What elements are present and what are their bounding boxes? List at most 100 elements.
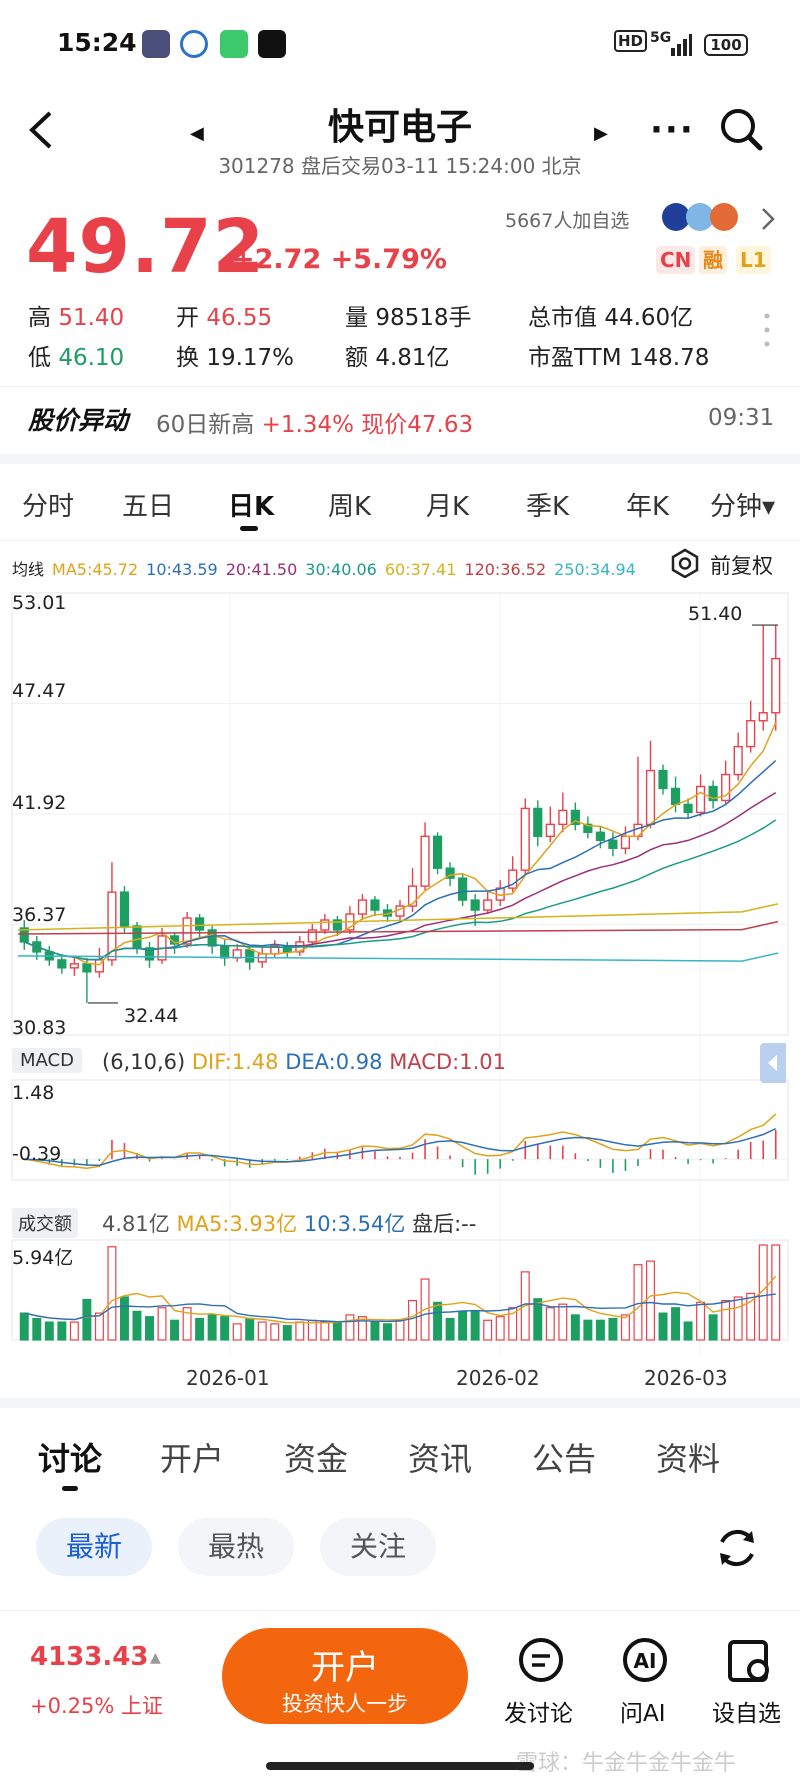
tab-rik[interactable]: 日K (228, 492, 275, 522)
back-icon[interactable] (28, 110, 54, 150)
volume-bar (145, 1316, 154, 1341)
tab-underline (240, 526, 258, 531)
home-indicator[interactable] (266, 1762, 534, 1770)
discuss-label[interactable]: 发讨论 (504, 1701, 573, 1727)
filter-following[interactable]: 关注 (320, 1518, 436, 1576)
candle-body (721, 773, 731, 802)
volume-axis-top: 5.94亿 (12, 1247, 74, 1269)
follower-avatars[interactable] (660, 200, 740, 234)
candle-body (320, 919, 330, 931)
settings-hex-icon[interactable] (670, 548, 700, 579)
volume-bar (558, 1303, 568, 1341)
volume-bar (182, 1307, 192, 1341)
kline-chart[interactable] (0, 585, 800, 1365)
tab-profile[interactable]: 资料 (656, 1440, 721, 1478)
search-icon[interactable] (718, 106, 764, 152)
candle-body (658, 769, 668, 790)
ma60-line (17, 903, 779, 931)
volume-bar (345, 1314, 355, 1341)
date-label-mar: 2026-03 (644, 1366, 728, 1390)
candle-body (19, 927, 29, 943)
status-time: 15:24 (57, 28, 137, 57)
candle-body (220, 945, 230, 959)
volume-label[interactable]: 成交额 (12, 1208, 78, 1238)
side-panel-handle[interactable] (760, 1043, 786, 1083)
refresh-icon[interactable] (714, 1525, 760, 1571)
tab-niank[interactable]: 年K (626, 492, 670, 522)
battery-indicator: 100 (704, 34, 748, 56)
volume-bar (646, 1260, 655, 1341)
tab-funds[interactable]: 资金 (284, 1440, 349, 1478)
watchlist-settings-icon[interactable] (724, 1636, 776, 1688)
macd-label[interactable]: MACD (12, 1048, 82, 1073)
volume-bar (57, 1321, 67, 1341)
ai-icon[interactable]: AI (619, 1636, 671, 1688)
index-value[interactable]: 4133.43 (30, 1642, 149, 1672)
volume-ma5-line (24, 1275, 777, 1324)
discuss-icon[interactable] (515, 1636, 567, 1688)
vertical-dots-icon[interactable] (764, 312, 770, 352)
open-account-sublabel: 投资快人一步 (282, 1692, 408, 1716)
volume-bar (608, 1317, 618, 1341)
macd-axis-bottom: -0.39 (12, 1143, 62, 1165)
more-icon[interactable]: ··· (650, 110, 695, 150)
section-tab-underline (62, 1486, 78, 1491)
date-label-jan: 2026-01 (186, 1366, 270, 1390)
candle-body (608, 839, 618, 849)
watchlist-settings-label[interactable]: 设自选 (712, 1701, 781, 1727)
tab-fenshi[interactable]: 分时 (22, 492, 75, 522)
volume-bar (708, 1314, 718, 1341)
candle-body (620, 835, 631, 849)
filter-hottest[interactable]: 最热 (178, 1518, 294, 1576)
volume-bar (583, 1319, 593, 1341)
volume-bar (620, 1314, 630, 1341)
ma-legend[interactable]: 均线 MA5:45.72 10:43.59 20:41.50 30:40.06 60:37… (12, 556, 644, 580)
filter-latest[interactable]: 最新 (36, 1518, 152, 1576)
candle-body (458, 877, 468, 901)
tab-zhouk[interactable]: 周K (328, 492, 372, 522)
volume-bar (483, 1319, 493, 1341)
candle-body (107, 891, 117, 961)
page-title: 快可电子 (327, 107, 472, 148)
macd-params: (6,10,6) DIF:1.48 DEA:0.98 MACD:1.01 (102, 1050, 506, 1074)
volume-bar (570, 1314, 580, 1341)
candle-body (558, 809, 568, 826)
adjust-mode[interactable]: 前复权 (710, 554, 773, 578)
chevron-right-icon[interactable] (760, 206, 776, 236)
price-axis-3: 41.92 (12, 792, 67, 814)
volume-bar (32, 1317, 42, 1341)
tab-fenzhong[interactable]: 分钟▾ (710, 492, 776, 522)
prev-stock-icon[interactable]: ◀ (190, 123, 204, 144)
anomaly-bar[interactable] (0, 386, 800, 448)
candle-body (645, 769, 656, 826)
volume-bar (44, 1321, 54, 1341)
candle-body (119, 891, 130, 927)
tag-margin[interactable]: 融 (699, 246, 727, 274)
ai-label[interactable]: 问AI (620, 1701, 666, 1727)
dif-line (24, 1113, 777, 1170)
tab-discussion[interactable]: 讨论 (38, 1440, 103, 1478)
tab-news[interactable]: 资讯 (408, 1440, 473, 1478)
tab-announcements[interactable]: 公告 (532, 1440, 597, 1478)
open-account-button[interactable]: 开户 投资快人一步 (222, 1628, 468, 1724)
candle-body (683, 803, 693, 814)
candle-body (207, 929, 217, 947)
ma-legend-item: MA5:45.72 (52, 560, 139, 579)
candle-body (245, 949, 255, 963)
tag-l1[interactable]: L1 (736, 246, 771, 274)
index-change[interactable]: +0.25% 上证 (30, 1694, 163, 1718)
candle-body (132, 925, 142, 949)
tab-yuek[interactable]: 月K (426, 492, 470, 522)
stat-market-cap: 总市值 44.60亿 (528, 305, 694, 331)
candle-body (670, 787, 681, 806)
next-stock-icon[interactable]: ▶ (594, 123, 608, 144)
tab-wuri[interactable]: 五日 (122, 492, 175, 522)
tab-open-account[interactable]: 开户 (160, 1440, 225, 1478)
signal-label: 5G (650, 30, 672, 46)
volume-bar (107, 1246, 117, 1341)
volume-bar (433, 1301, 443, 1341)
tag-cn[interactable]: CN (656, 246, 696, 274)
volume-bar (533, 1298, 543, 1341)
followers-count[interactable]: 5667人加自选 (505, 210, 630, 232)
tab-jik[interactable]: 季K (526, 492, 570, 522)
